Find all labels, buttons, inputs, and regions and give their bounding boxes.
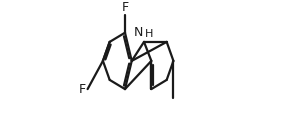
Text: F: F xyxy=(122,1,128,14)
Text: H: H xyxy=(145,29,153,39)
Text: N: N xyxy=(133,26,143,39)
Text: F: F xyxy=(79,83,86,96)
